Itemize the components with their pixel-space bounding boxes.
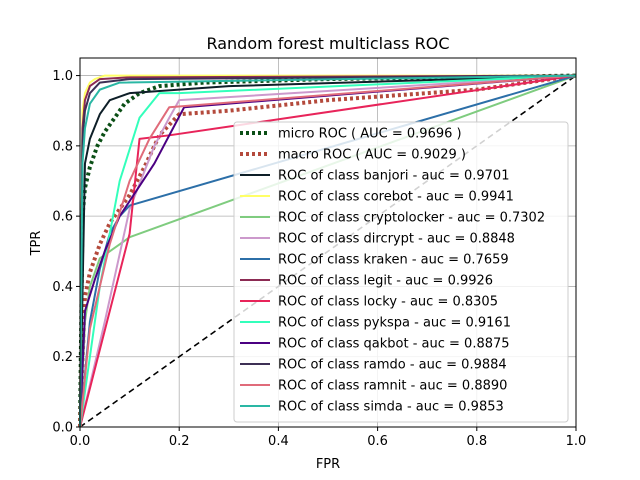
- y-tick-label: 0.8: [52, 139, 73, 154]
- x-axis-label: FPR: [316, 457, 340, 472]
- legend-label: ROC of class qakbot - auc = 0.8875: [278, 337, 510, 352]
- legend-label: ROC of class kraken - auc = 0.7659: [278, 253, 509, 268]
- series-line-roc-of-class-banjori-auc-0-9701: [79, 74, 577, 428]
- legend-label: ROC of class locky - auc = 0.8305: [278, 295, 498, 310]
- series-line-roc-of-class-dircrypt-auc-0-8848: [79, 74, 577, 428]
- x-tick-label: 0.8: [466, 434, 487, 449]
- series-line-roc-of-class-simda-auc-0-9853: [79, 74, 577, 428]
- y-tick-label: 1.0: [52, 69, 73, 84]
- legend-label: ROC of class legit - auc = 0.9926: [278, 274, 493, 289]
- legend-label: ROC of class corebot - auc = 0.9941: [278, 190, 514, 205]
- y-tick-label: 0.0: [52, 421, 73, 436]
- legend-label: ROC of class simda - auc = 0.9853: [278, 400, 504, 415]
- y-tick-label: 0.4: [52, 280, 73, 295]
- y-tick-label: 0.2: [52, 350, 73, 365]
- y-tick-label: 0.6: [52, 210, 73, 225]
- axis-ticks: 0.0 0.2 0.4 0.6 0.8 1.0 0.0 0.2 0.4 0.6 0.8 1.0: [52, 69, 586, 449]
- x-tick-label: 0.6: [367, 434, 388, 449]
- plot-frame: [79, 57, 577, 428]
- legend-label: ROC of class cryptolocker - auc = 0.7302: [278, 211, 545, 226]
- series-layer: [78, 73, 577, 428]
- chart-title: Random forest multiclass ROC: [206, 34, 449, 53]
- legend-label: ROC of class ramnit - auc = 0.8890: [278, 379, 507, 394]
- legend-label: ROC of class banjori - auc = 0.9701: [278, 169, 509, 184]
- series-line-roc-of-class-ramnit-auc-0-8890: [79, 74, 577, 428]
- legend-label: ROC of class pykspa - auc = 0.9161: [278, 316, 511, 331]
- x-tick-label: 1.0: [566, 434, 587, 449]
- legend-box: [233, 121, 569, 423]
- y-axis-label: TPR: [29, 231, 44, 257]
- x-tick-label: 0.0: [70, 434, 91, 449]
- series-line-roc-of-class-locky-auc-0-8305: [79, 74, 577, 428]
- legend-label: macro ROC ( AUC = 0.9029 ): [278, 148, 466, 163]
- legend-label: micro ROC ( AUC = 0.9696 ): [278, 127, 462, 142]
- legend-label: ROC of class ramdo - auc = 0.9884: [278, 358, 507, 373]
- legend: micro ROC ( AUC = 0.9696 ) macro ROC ( AU…: [233, 121, 569, 423]
- x-tick-label: 0.4: [268, 434, 289, 449]
- series-line-roc-of-class-corebot-auc-0-9941: [79, 74, 576, 428]
- legend-label: ROC of class dircrypt - auc = 0.8848: [278, 232, 515, 247]
- x-tick-label: 0.2: [169, 434, 190, 449]
- series-line-macro-roc-auc-0-9029: [78, 73, 577, 428]
- series-line-roc-of-class-ramdo-auc-0-9884: [79, 74, 577, 428]
